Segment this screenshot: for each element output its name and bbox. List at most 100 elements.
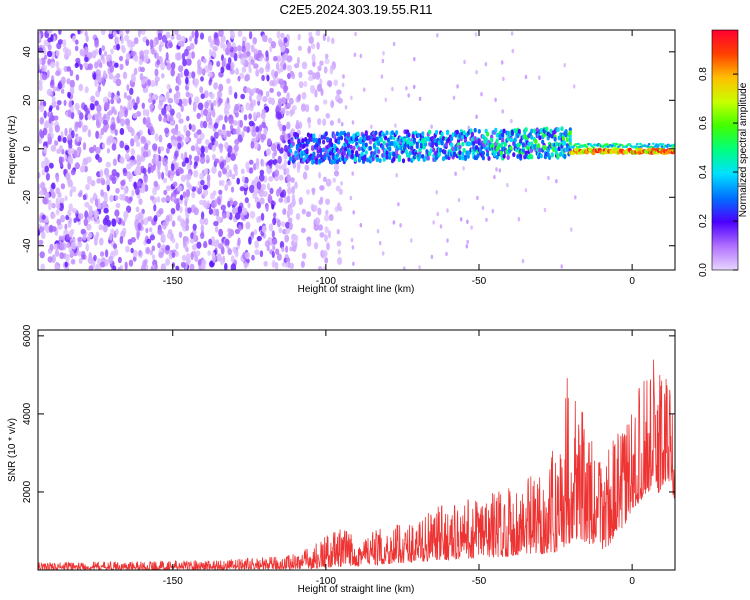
heatmap-cell bbox=[381, 251, 385, 256]
heatmap-cell bbox=[450, 142, 454, 148]
heatmap-cell bbox=[378, 241, 382, 246]
heatmap-cell bbox=[136, 96, 140, 105]
heatmap-cell bbox=[119, 63, 124, 71]
heatmap-cell bbox=[130, 237, 136, 243]
heatmap-cell bbox=[180, 152, 184, 160]
heatmap-cell bbox=[215, 208, 220, 217]
heatmap-cell bbox=[200, 145, 205, 154]
heatmap-cell bbox=[188, 97, 192, 106]
heatmap-cell bbox=[190, 232, 195, 240]
heatmap-cell bbox=[136, 154, 141, 162]
heatmap-cell bbox=[94, 198, 99, 207]
heatmap-cell bbox=[171, 262, 176, 268]
heatmap-cell bbox=[50, 189, 55, 197]
heatmap-cell bbox=[79, 63, 83, 71]
heatmap-cell bbox=[217, 198, 222, 206]
heatmap-cell bbox=[261, 225, 267, 233]
colorbar-tick-label: 0.2 bbox=[698, 214, 709, 228]
heatmap-cell bbox=[639, 142, 642, 146]
heatmap-cell bbox=[432, 220, 436, 225]
heatmap-cell bbox=[144, 142, 149, 151]
heatmap-cell bbox=[513, 137, 517, 143]
heatmap-cell bbox=[248, 113, 252, 120]
heatmap-cell bbox=[69, 79, 76, 89]
heatmap-cell bbox=[440, 139, 444, 145]
heatmap-cell bbox=[200, 109, 204, 118]
y-tick-label: 2000 bbox=[22, 480, 33, 503]
heatmap-cell bbox=[524, 74, 528, 80]
heatmap-cell bbox=[194, 36, 198, 45]
heatmap-cell bbox=[388, 146, 392, 152]
heatmap-cell bbox=[125, 52, 131, 61]
heatmap-cell bbox=[154, 68, 159, 77]
heatmap-cell bbox=[71, 241, 77, 250]
heatmap-cell bbox=[107, 91, 112, 98]
heatmap-cell bbox=[62, 39, 67, 48]
heatmap-cell bbox=[278, 164, 283, 170]
heatmap-cell bbox=[510, 31, 514, 36]
heatmap-cell bbox=[412, 84, 416, 90]
x-tick-label: 0 bbox=[629, 276, 635, 287]
heatmap-cell bbox=[665, 145, 669, 149]
heatmap-cell bbox=[189, 184, 193, 190]
heatmap-cell bbox=[143, 54, 149, 63]
heatmap-cell bbox=[146, 247, 150, 254]
heatmap-cell bbox=[247, 202, 251, 209]
heatmap-cell bbox=[46, 69, 50, 77]
heatmap-cell bbox=[498, 133, 502, 139]
heatmap-cell bbox=[84, 165, 88, 173]
heatmap-cell bbox=[509, 145, 513, 151]
heatmap-cell bbox=[67, 179, 74, 188]
heatmap-cell bbox=[490, 137, 494, 143]
heatmap-cell bbox=[193, 207, 199, 216]
heatmap-cell bbox=[111, 143, 117, 151]
heatmap-cell bbox=[242, 207, 248, 216]
heatmap-cell bbox=[200, 156, 206, 164]
heatmap-cell bbox=[380, 74, 384, 79]
heatmap-cell bbox=[486, 152, 490, 157]
heatmap-cell bbox=[295, 143, 299, 149]
heatmap-cell bbox=[311, 160, 315, 165]
heatmap-cell bbox=[162, 117, 167, 123]
heatmap-cell bbox=[147, 216, 153, 222]
heatmap-cell bbox=[88, 265, 94, 270]
heatmap-cell bbox=[67, 109, 72, 118]
heatmap-cell bbox=[174, 150, 179, 158]
heatmap-cell bbox=[173, 97, 180, 104]
heatmap-cell bbox=[435, 190, 439, 195]
heatmap-cell bbox=[561, 135, 566, 141]
heatmap-cell bbox=[95, 264, 99, 270]
heatmap-cell bbox=[255, 157, 260, 166]
heatmap-cell bbox=[180, 174, 187, 182]
heatmap-cell bbox=[115, 228, 119, 236]
heatmap-cell bbox=[539, 153, 543, 159]
heatmap-cell bbox=[119, 127, 125, 136]
heatmap-cell bbox=[67, 155, 73, 163]
heatmap-cell bbox=[177, 215, 182, 222]
heatmap-cell bbox=[137, 212, 142, 221]
heatmap-cell bbox=[671, 145, 675, 148]
heatmap-cell bbox=[115, 36, 120, 45]
heatmap-cell bbox=[174, 162, 178, 171]
heatmap-cell bbox=[509, 137, 513, 143]
heatmap-cell bbox=[476, 153, 480, 159]
heatmap-cell bbox=[214, 198, 218, 207]
heatmap-cell bbox=[315, 157, 319, 163]
heatmap-cell bbox=[100, 128, 105, 135]
heatmap-cell bbox=[161, 197, 167, 203]
heatmap-cell bbox=[415, 144, 419, 149]
y-tick-label: 40 bbox=[22, 46, 33, 58]
heatmap-cell bbox=[337, 118, 341, 124]
heatmap-cell bbox=[47, 199, 52, 206]
heatmap-cell bbox=[307, 69, 314, 76]
heatmap-cell bbox=[340, 122, 344, 127]
heatmap-cell bbox=[229, 199, 233, 206]
heatmap-cell bbox=[239, 72, 245, 80]
heatmap-cell bbox=[213, 122, 219, 129]
heatmap-cell bbox=[236, 126, 241, 135]
heatmap-cell bbox=[191, 30, 195, 39]
heatmap-cell bbox=[322, 99, 328, 105]
heatmap-cell bbox=[328, 230, 331, 239]
heatmap-cell bbox=[40, 181, 46, 190]
heatmap-cell bbox=[243, 182, 248, 188]
